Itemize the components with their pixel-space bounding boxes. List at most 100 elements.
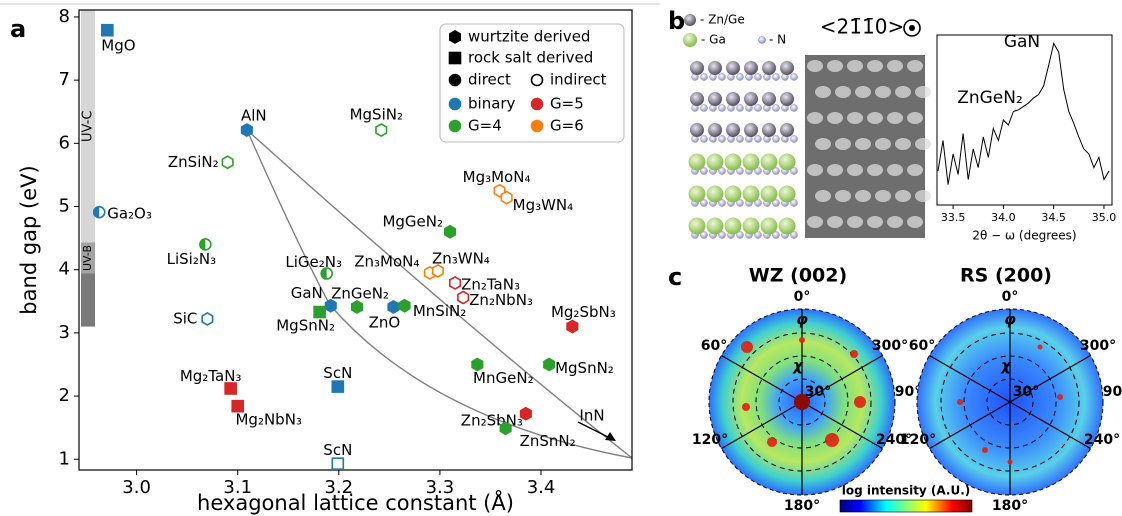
cation-atom [744,123,758,137]
tem-blob [887,216,903,228]
pole-label: 60° [701,338,727,354]
point-label: ScN [323,441,352,459]
point-label: MgSnN₂ [555,359,614,377]
pole-spot [957,399,963,405]
pole-label: 300° [872,338,908,354]
tem-blob [815,138,831,150]
marker-shape [376,124,387,136]
pole-spot [825,433,839,447]
pole-label: 30° [805,384,831,400]
point-label: MnSiN₂ [413,302,466,320]
point-label: Mg₂TaN₃ [180,367,242,385]
pole-label: χ [792,357,804,375]
legend-marker [532,75,543,86]
point-label: Mg₃MoN₄ [463,168,531,186]
cation-atom [780,61,794,75]
ga-atom [725,154,742,171]
pole-spot [742,403,750,411]
pole-title: RS (200) [960,265,1052,287]
ga-atom [707,186,724,203]
cation-atom [744,92,758,106]
cation-atom [762,123,776,137]
tem-blob [867,60,883,72]
data-point [567,321,578,333]
point-label: ZnGeN₂ [331,284,389,302]
marker-shape [388,301,399,313]
tem-blob [895,190,911,202]
pole-label: φ [1004,311,1016,329]
pole-label: 240° [1084,432,1120,448]
data-point [242,124,253,136]
colorbar-label: log intensity (A.U.) [842,484,971,498]
n-atom [791,136,798,143]
data-point [445,226,456,238]
x-tick-label: 34.0 [991,211,1016,224]
atom-icon [684,14,696,26]
marker-shape [567,321,578,333]
n-atom [701,105,708,112]
tem-blob [807,216,823,228]
point-label: Mg₃WN₄ [513,196,574,214]
point-label: Zn₂SbN₃ [461,411,523,429]
tem-blob [887,164,903,176]
data-point [544,358,554,370]
x-tick-label: 3.4 [527,477,556,498]
tem-blob [875,138,891,150]
annotation: ZnGeN₂ [957,88,1023,108]
tem-blob [855,138,871,150]
atom-legend: - Ga [701,33,726,47]
atom-legend: - N [769,33,786,47]
tem-blob [907,60,923,72]
legend-marker [450,99,461,110]
uv-band [81,273,95,326]
tem-blob [827,216,843,228]
pole-label: 60° [909,338,935,354]
marker-shape [450,99,461,110]
cation-atom [690,92,704,106]
tem-blob [867,112,883,124]
pole-label: 30° [1013,384,1039,400]
legend-label: G=5 [550,95,584,113]
point-label: Mg₂SbN₃ [551,303,616,321]
colorbar [840,500,972,512]
n-atom [755,136,762,143]
tem-blob [835,138,851,150]
legend-marker [532,99,543,110]
pole-spot [982,447,988,453]
data-point [332,381,343,392]
atom-icon [683,33,697,47]
point-label: ZnO [369,313,401,331]
marker-shape [399,300,410,312]
pole-spot [767,437,777,447]
curve [247,130,330,305]
x-tick-label: 34.5 [1041,211,1066,224]
tem-blob [835,86,851,98]
x-tick-label: 35.0 [1092,211,1117,224]
n-atom [719,105,726,112]
tem-blob [815,190,831,202]
n-atom [737,105,744,112]
marker-shape [450,277,461,289]
point-label: ZnSnN₂ [520,432,576,450]
n-atom [719,136,726,143]
data-point [202,313,212,325]
pole-spot [799,337,805,343]
ga-atom [689,186,706,203]
uv-band-label: UV-B [81,245,94,271]
marker-shape [332,458,343,469]
xrd-line [938,44,1109,185]
data-point [399,300,410,312]
y-tick-label: 2 [59,385,70,406]
tem-blob [847,112,863,124]
ga-atom [707,218,724,235]
point-label: MnGeN₂ [473,369,534,387]
uv-band-label: UV-C [81,111,96,142]
legend-label: indirect [550,71,607,89]
n-atom [701,74,708,81]
n-atom [791,105,798,112]
cation-atom [726,92,740,106]
marker-shape [450,121,461,132]
y-tick-label: 4 [59,259,70,280]
tem-blob [907,216,923,228]
cation-atom [708,61,722,75]
